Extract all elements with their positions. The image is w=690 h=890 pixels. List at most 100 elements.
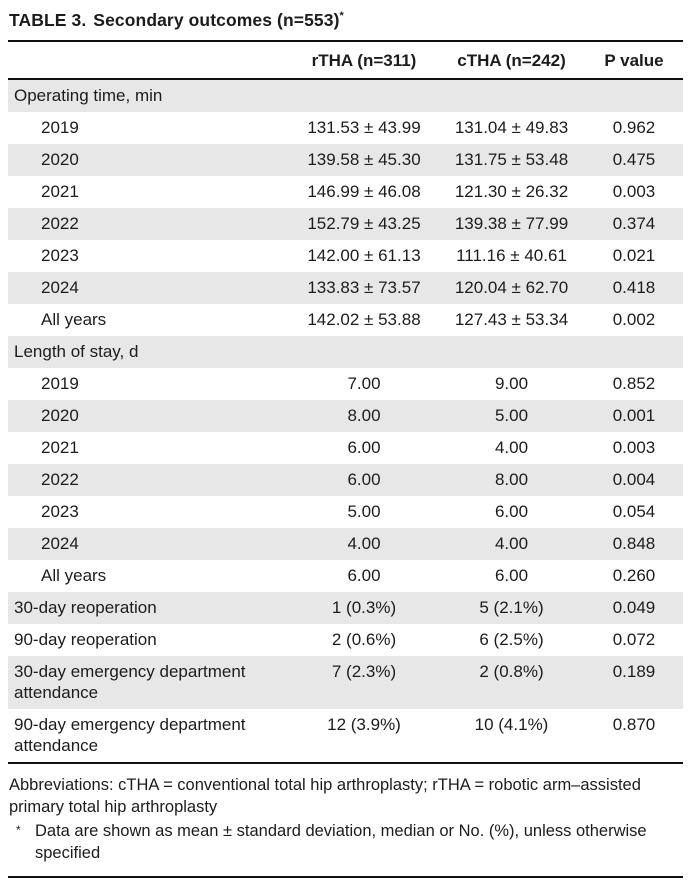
p-value: 0.189	[612, 662, 656, 681]
header-empty-cell	[8, 41, 290, 80]
ctha-value: 9.00	[494, 374, 529, 393]
table-row: 30-day emergency department attendance 7…	[8, 656, 683, 709]
rtha-value: 4.00	[347, 534, 381, 553]
p-value: 0.418	[612, 278, 656, 297]
p-value: 0.001	[612, 406, 656, 425]
ctha-value: 131.75 ± 53.48	[454, 150, 569, 169]
p-value: 0.054	[612, 502, 656, 521]
ctha-value: 2 (0.8%)	[479, 662, 544, 681]
table-row: 2023 142.00 ± 61.13 111.16 ± 40.61 0.021	[8, 240, 683, 272]
p-value: 0.260	[612, 566, 656, 585]
row-label: 2024	[41, 278, 79, 297]
row-label: 2022	[41, 214, 79, 233]
p-value: 0.374	[612, 214, 656, 233]
rtha-value: 6.00	[347, 566, 381, 585]
rtha-value: 5.00	[347, 502, 381, 521]
table-row: 2024 133.83 ± 73.57 120.04 ± 62.70 0.418	[8, 272, 683, 304]
p-value: 0.072	[612, 630, 656, 649]
rtha-value: 12 (3.9%)	[290, 709, 438, 764]
row-label: 2020	[41, 406, 79, 425]
row-label: 30-day emergency department attendance	[14, 662, 246, 702]
rtha-value: 139.58 ± 45.30	[307, 150, 421, 169]
table-row: 2020 8.00 5.00 0.001	[8, 400, 683, 432]
table-row: 2024 4.00 4.00 0.848	[8, 528, 683, 560]
row-label: 2023	[41, 246, 79, 265]
rtha-value: 8.00	[347, 406, 381, 425]
ctha-value: 6 (2.5%)	[479, 630, 544, 649]
table-caption: Secondary outcomes (n=553)	[93, 10, 340, 30]
section-row-length-of-stay: Length of stay, d	[8, 336, 683, 368]
p-value: 0.002	[612, 310, 656, 329]
table-row: 90-day reoperation 2 (0.6%) 6 (2.5%) 0.0…	[8, 624, 683, 656]
table-row: 2019 7.00 9.00 0.852	[8, 368, 683, 400]
table-header: rTHA (n=311) cTHA (n=242) P value	[8, 41, 683, 80]
ctha-value: 6.00	[494, 502, 529, 521]
section-label: Length of stay, d	[14, 342, 139, 361]
rtha-value: 6.00	[347, 438, 381, 457]
title-footnote-marker: *	[339, 10, 344, 23]
p-value: 0.848	[612, 534, 656, 553]
row-label: 2023	[41, 502, 79, 521]
rtha-value: 7.00	[347, 374, 381, 393]
table-number: TABLE 3.	[9, 10, 87, 30]
table-row: 2019 131.53 ± 43.99 131.04 ± 49.83 0.962	[8, 112, 683, 144]
header-rtha: rTHA (n=311)	[290, 41, 438, 80]
table-row: 2022 6.00 8.00 0.004	[8, 464, 683, 496]
rtha-value: 7 (2.3%)	[331, 662, 397, 681]
ctha-value: 5 (2.1%)	[479, 598, 544, 617]
table-footnotes: Abbreviations: cTHA = conventional total…	[8, 764, 683, 878]
section-label: Operating time, min	[14, 86, 163, 105]
p-value: 0.475	[612, 150, 656, 169]
ctha-value: 111.16 ± 40.61	[456, 246, 567, 265]
abbreviations-note: Abbreviations: cTHA = conventional total…	[9, 776, 641, 816]
p-value: 0.003	[612, 438, 656, 457]
rtha-value: 1 (0.3%)	[331, 598, 397, 617]
rtha-value: 146.99 ± 46.08	[307, 182, 421, 201]
row-label: 2024	[41, 534, 79, 553]
table-row: 2021 146.99 ± 46.08 121.30 ± 26.32 0.003	[8, 176, 683, 208]
table-row: 2020 139.58 ± 45.30 131.75 ± 53.48 0.475	[8, 144, 683, 176]
ctha-value: 127.43 ± 53.34	[454, 310, 569, 329]
footnote-text: Data are shown as mean ± standard deviat…	[35, 822, 647, 862]
ctha-value: 5.00	[494, 406, 529, 425]
footnote-marker: *	[16, 823, 21, 837]
table-row: All years 142.02 ± 53.88 127.43 ± 53.34 …	[8, 304, 683, 336]
ctha-value: 6.00	[494, 566, 529, 585]
section-row-operating-time: Operating time, min	[8, 79, 683, 112]
row-label: 2019	[41, 118, 79, 137]
row-label: All years	[41, 566, 107, 585]
p-value: 0.049	[612, 598, 656, 617]
row-label: 90-day emergency department attendance	[8, 709, 290, 764]
ctha-value: 4.00	[494, 438, 529, 457]
rtha-value: 142.02 ± 53.88	[307, 310, 421, 329]
table-row: 90-day emergency department attendance 1…	[8, 709, 683, 764]
table-body: Operating time, min 2019 131.53 ± 43.99 …	[8, 79, 683, 764]
ctha-value: 10 (4.1%)	[438, 709, 585, 764]
row-label: 2020	[41, 150, 79, 169]
row-label: 30-day reoperation	[14, 598, 157, 617]
ctha-value: 139.38 ± 77.99	[454, 214, 569, 233]
row-label: 90-day reoperation	[14, 630, 157, 649]
p-value: 0.870	[585, 709, 683, 764]
table-row: 30-day reoperation 1 (0.3%) 5 (2.1%) 0.0…	[8, 592, 683, 624]
row-label: 2021	[41, 438, 79, 457]
ctha-value: 120.04 ± 62.70	[454, 278, 569, 297]
ctha-value: 8.00	[494, 470, 529, 489]
table-row: 2023 5.00 6.00 0.054	[8, 496, 683, 528]
header-ctha: cTHA (n=242)	[438, 41, 585, 80]
rtha-value: 142.00 ± 61.13	[307, 246, 421, 265]
table-row: 2022 152.79 ± 43.25 139.38 ± 77.99 0.374	[8, 208, 683, 240]
row-label: All years	[41, 310, 107, 329]
p-value: 0.003	[612, 182, 656, 201]
p-value: 0.962	[612, 118, 656, 137]
header-pvalue: P value	[585, 41, 683, 80]
rtha-value: 2 (0.6%)	[331, 630, 397, 649]
row-label: 2022	[41, 470, 79, 489]
row-label: 2021	[41, 182, 79, 201]
ctha-value: 131.04 ± 49.83	[454, 118, 569, 137]
table-title: TABLE 3. Secondary outcomes (n=553)*	[8, 6, 683, 40]
table-row: All years 6.00 6.00 0.260	[8, 560, 683, 592]
ctha-value: 121.30 ± 26.32	[454, 182, 569, 201]
rtha-value: 133.83 ± 73.57	[307, 278, 421, 297]
